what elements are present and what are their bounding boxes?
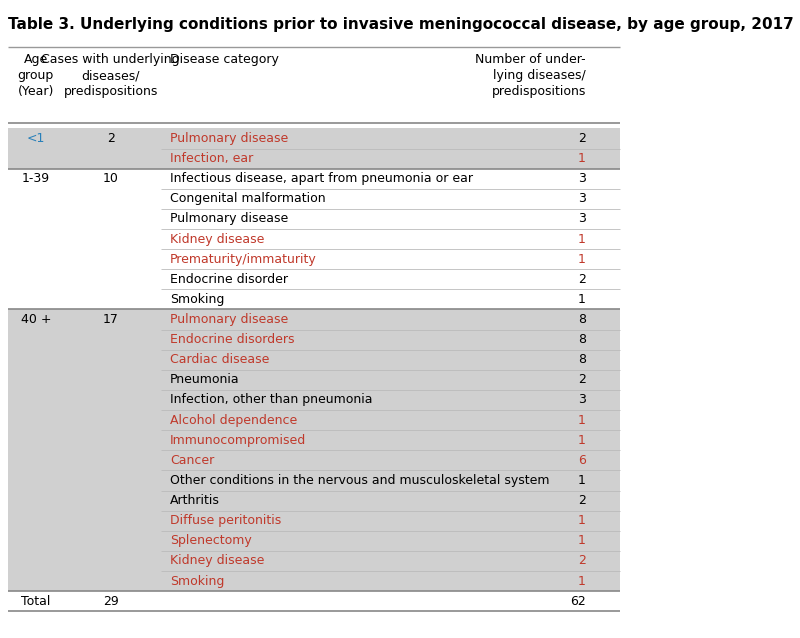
Text: Pneumonia: Pneumonia	[170, 373, 240, 387]
Text: Infectious disease, apart from pneumonia or ear: Infectious disease, apart from pneumonia…	[170, 172, 474, 185]
Text: 40 +: 40 +	[21, 313, 51, 326]
Text: Endocrine disorder: Endocrine disorder	[170, 273, 288, 286]
Text: Other conditions in the nervous and musculoskeletal system: Other conditions in the nervous and musc…	[170, 474, 550, 487]
Text: 2: 2	[578, 273, 586, 286]
Text: Cardiac disease: Cardiac disease	[170, 353, 270, 366]
Bar	[8, 128, 621, 168]
Text: 1-39: 1-39	[22, 172, 50, 185]
Text: 1: 1	[578, 152, 586, 165]
Text: 1: 1	[578, 293, 586, 306]
Text: 29: 29	[103, 595, 118, 607]
Text: Diffuse peritonitis: Diffuse peritonitis	[170, 514, 282, 527]
Text: Congenital malformation: Congenital malformation	[170, 192, 326, 205]
Text: 1: 1	[578, 575, 586, 588]
Text: Alcohol dependence: Alcohol dependence	[170, 413, 298, 427]
Text: 1: 1	[578, 413, 586, 427]
Text: Smoking: Smoking	[170, 293, 225, 306]
Text: 1: 1	[578, 474, 586, 487]
Text: 10: 10	[103, 172, 118, 185]
Text: Age
group
(Year): Age group (Year)	[18, 54, 54, 98]
Text: 1: 1	[578, 253, 586, 265]
Text: Table 3. Underlying conditions prior to invasive meningococcal disease, by age g: Table 3. Underlying conditions prior to …	[8, 17, 794, 33]
Text: Cases with underlying
diseases/
predispositions: Cases with underlying diseases/ predispo…	[42, 54, 180, 98]
Text: 1: 1	[578, 514, 586, 527]
Text: Pulmonary disease: Pulmonary disease	[170, 313, 289, 326]
Text: 3: 3	[578, 192, 586, 205]
Text: 8: 8	[578, 353, 586, 366]
Bar	[8, 168, 621, 309]
Text: Splenectomy: Splenectomy	[170, 534, 252, 547]
Text: 17: 17	[103, 313, 118, 326]
Text: 2: 2	[578, 554, 586, 567]
Text: Arthritis: Arthritis	[170, 494, 220, 507]
Text: Kidney disease: Kidney disease	[170, 233, 265, 246]
Text: 1: 1	[578, 534, 586, 547]
Text: 3: 3	[578, 212, 586, 225]
Text: 1: 1	[578, 233, 586, 246]
Text: Cancer: Cancer	[170, 454, 214, 467]
Text: 8: 8	[578, 313, 586, 326]
Bar	[8, 309, 621, 591]
Text: 2: 2	[578, 132, 586, 145]
Text: Pulmonary disease: Pulmonary disease	[170, 212, 289, 225]
Text: Total: Total	[21, 595, 50, 607]
Text: Kidney disease: Kidney disease	[170, 554, 265, 567]
Text: 8: 8	[578, 333, 586, 346]
Text: Pulmonary disease: Pulmonary disease	[170, 132, 289, 145]
Text: Smoking: Smoking	[170, 575, 225, 588]
Text: 62: 62	[570, 595, 586, 607]
Text: Immunocompromised: Immunocompromised	[170, 434, 306, 447]
Text: Infection, other than pneumonia: Infection, other than pneumonia	[170, 394, 373, 406]
Text: 2: 2	[107, 132, 114, 145]
Text: Number of under-
lying diseases/
predispositions: Number of under- lying diseases/ predisp…	[475, 54, 586, 98]
Text: Endocrine disorders: Endocrine disorders	[170, 333, 294, 346]
Text: 3: 3	[578, 394, 586, 406]
Text: 2: 2	[578, 373, 586, 387]
Text: <1: <1	[26, 132, 45, 145]
Text: 6: 6	[578, 454, 586, 467]
Text: Disease category: Disease category	[170, 54, 279, 66]
Text: 1: 1	[578, 434, 586, 447]
Text: Infection, ear: Infection, ear	[170, 152, 254, 165]
Bar	[8, 591, 621, 611]
Text: 2: 2	[578, 494, 586, 507]
Text: 3: 3	[578, 172, 586, 185]
Text: Prematurity/immaturity: Prematurity/immaturity	[170, 253, 317, 265]
